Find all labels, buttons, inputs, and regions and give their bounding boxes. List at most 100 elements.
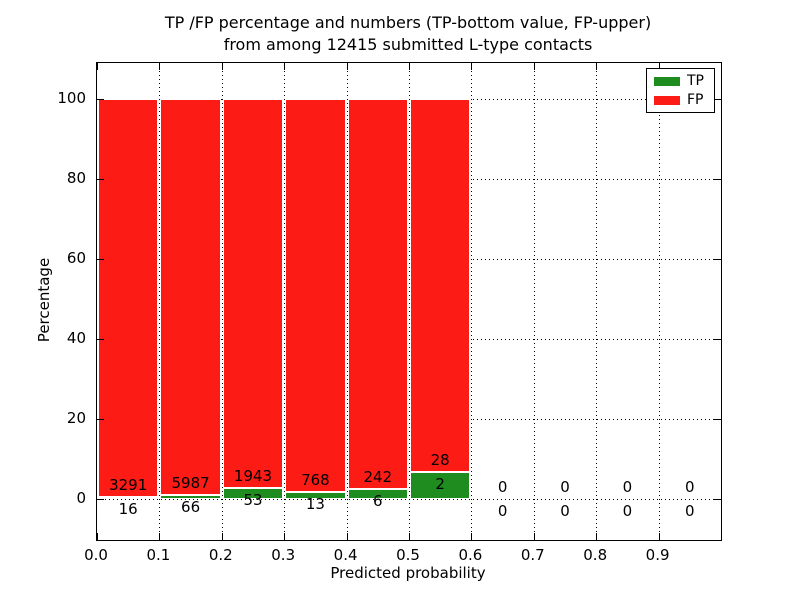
bar-count-label-tp: 13 bbox=[305, 495, 325, 514]
x-gridline bbox=[159, 63, 161, 540]
bar-segment-fp bbox=[160, 99, 221, 495]
x-tick-mark-bottom bbox=[596, 533, 598, 540]
y-tick-mark-right bbox=[714, 259, 721, 260]
x-tick-mark-top bbox=[658, 63, 660, 70]
bar-segment-fp bbox=[410, 99, 471, 473]
bar-count-label-fp: 0 bbox=[685, 478, 695, 496]
y-tick-label: 0 bbox=[76, 489, 86, 507]
bar-count-label-tp: 0 bbox=[560, 502, 570, 520]
fp-legend-swatch bbox=[654, 95, 680, 105]
bar-segment-fp bbox=[222, 99, 284, 489]
bar-segment-fp bbox=[285, 99, 346, 493]
x-gridline bbox=[533, 63, 535, 540]
x-gridline bbox=[346, 63, 348, 540]
x-tick-label: 0.6 bbox=[458, 546, 483, 564]
y-tick-label: 60 bbox=[66, 249, 86, 267]
bar-count-label-tp: 6 bbox=[373, 492, 383, 511]
bar-count-label-tp: 0 bbox=[622, 502, 633, 520]
bar-segment-tp bbox=[285, 492, 346, 499]
legend: TP FP bbox=[646, 68, 715, 113]
y-tick-label: 40 bbox=[66, 329, 86, 347]
y-tick-label: 20 bbox=[66, 409, 86, 427]
bar-count-label-tp: 16 bbox=[118, 500, 138, 519]
x-tick-label: 0.5 bbox=[396, 546, 420, 564]
x-tick-mark-bottom bbox=[409, 533, 410, 540]
x-tick-mark-bottom bbox=[221, 533, 223, 540]
x-tick-label: 0.9 bbox=[645, 546, 670, 564]
bar-segment-tp bbox=[98, 497, 159, 500]
bar-count-label-fp: 0 bbox=[497, 478, 508, 496]
x-tick-mark-bottom bbox=[159, 533, 161, 540]
x-tick-mark-top bbox=[97, 63, 98, 70]
bar-count-label-tp: 53 bbox=[243, 491, 263, 510]
x-tick-label: 0.3 bbox=[271, 546, 296, 564]
x-gridline bbox=[409, 63, 410, 540]
y-gridline bbox=[97, 259, 721, 260]
y-tick-mark-left bbox=[97, 419, 104, 420]
x-tick-mark-bottom bbox=[658, 533, 660, 540]
tp-legend-swatch bbox=[654, 76, 680, 86]
y-tick-label: 100 bbox=[57, 89, 86, 107]
x-gridline bbox=[471, 63, 473, 540]
y-gridline bbox=[97, 419, 721, 420]
y-tick-mark-right bbox=[714, 179, 721, 180]
x-tick-mark-top bbox=[409, 63, 410, 70]
y-tick-label: 80 bbox=[66, 169, 86, 187]
x-tick-mark-bottom bbox=[284, 533, 286, 540]
y-gridline bbox=[97, 339, 721, 340]
x-tick-mark-bottom bbox=[471, 533, 473, 540]
x-tick-mark-top bbox=[221, 63, 223, 70]
bar-count-label-tp: 66 bbox=[181, 497, 201, 516]
bar-segment-tp bbox=[222, 488, 284, 499]
x-tick-label: 0.7 bbox=[520, 546, 545, 564]
bar-segment-fp bbox=[98, 99, 159, 498]
x-tick-mark-top bbox=[284, 63, 286, 70]
chart-title: TP /FP percentage and numbers (TP-bottom… bbox=[96, 12, 720, 56]
bar-segment-tp bbox=[347, 489, 408, 499]
x-tick-mark-top bbox=[533, 63, 535, 70]
y-tick-mark-right bbox=[714, 499, 721, 500]
legend-item-fp: FP bbox=[654, 93, 707, 107]
y-tick-mark-left bbox=[97, 259, 104, 260]
bar-count-label-fp: 768 bbox=[301, 471, 330, 490]
bar-segment-tp bbox=[160, 494, 221, 499]
y-tick-mark-left bbox=[97, 499, 104, 500]
y-gridline bbox=[97, 499, 721, 500]
bar-count-label-fp: 0 bbox=[622, 478, 633, 496]
bar-count-label-fp: 3291 bbox=[109, 476, 148, 495]
x-tick-mark-bottom bbox=[346, 533, 348, 540]
legend-item-tp: TP bbox=[654, 74, 707, 88]
x-axis-label: Predicted probability bbox=[330, 564, 486, 582]
chart-title-line1: TP /FP percentage and numbers (TP-bottom… bbox=[164, 13, 652, 32]
chart-title-line2: from among 12415 submitted L-type contac… bbox=[223, 35, 593, 54]
bar-count-label-fp: 242 bbox=[363, 468, 393, 487]
y-gridline bbox=[97, 99, 721, 100]
x-gridline bbox=[658, 63, 660, 540]
bar-count-label-tp: 2 bbox=[435, 475, 445, 494]
x-tick-label: 0.4 bbox=[333, 546, 358, 564]
y-tick-mark-right bbox=[714, 339, 721, 340]
bar-count-label-fp: 5987 bbox=[171, 473, 210, 492]
x-gridline bbox=[596, 63, 598, 540]
y-tick-mark-left bbox=[97, 99, 104, 100]
bar-count-label-fp: 0 bbox=[560, 478, 570, 496]
y-tick-mark-right bbox=[714, 419, 721, 420]
x-tick-mark-top bbox=[159, 63, 161, 70]
x-gridline bbox=[284, 63, 286, 540]
bar-count-label-fp: 1943 bbox=[233, 467, 273, 486]
x-tick-mark-top bbox=[346, 63, 348, 70]
y-tick-mark-left bbox=[97, 339, 104, 340]
bar-count-label-fp: 28 bbox=[430, 451, 450, 470]
bar-segment-tp bbox=[410, 472, 471, 499]
x-tick-label: 0.1 bbox=[146, 546, 171, 564]
y-tick-mark-right bbox=[714, 99, 721, 100]
fp-legend-label: FP bbox=[687, 92, 704, 108]
x-tick-mark-bottom bbox=[533, 533, 535, 540]
x-tick-mark-top bbox=[471, 63, 473, 70]
x-tick-label: 0.8 bbox=[583, 546, 608, 564]
y-gridline bbox=[97, 179, 721, 180]
bar-segment-fp bbox=[347, 99, 408, 490]
x-gridline bbox=[221, 63, 223, 540]
x-tick-label: 0.0 bbox=[84, 546, 108, 564]
